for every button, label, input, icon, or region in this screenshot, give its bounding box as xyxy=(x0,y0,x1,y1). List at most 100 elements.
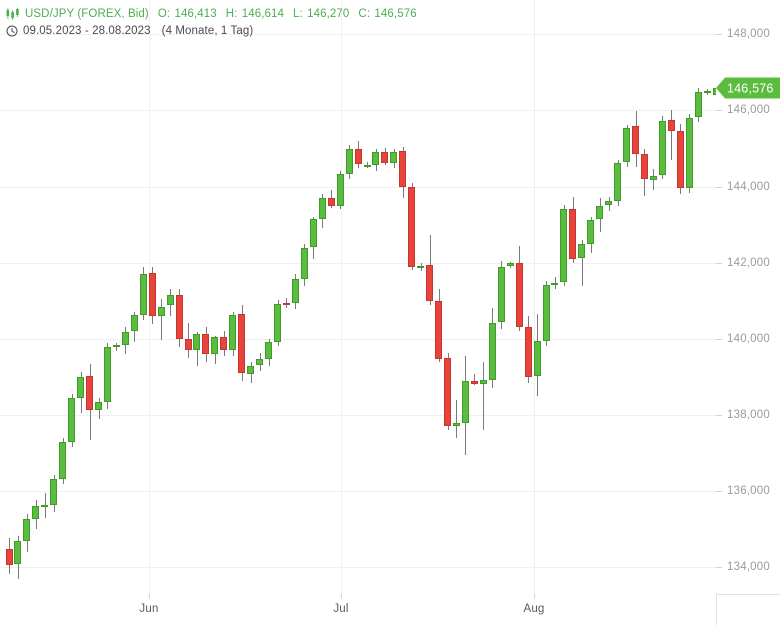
candle-body-up[interactable] xyxy=(480,380,487,384)
candle-body-down[interactable] xyxy=(632,126,639,155)
candle-body-down[interactable] xyxy=(176,294,183,339)
candle-body-down[interactable] xyxy=(408,186,415,267)
ohlc-open-value: 146,413 xyxy=(174,7,217,20)
candle-body-up[interactable] xyxy=(77,376,84,398)
chart-plot-area[interactable] xyxy=(0,0,716,594)
candle-body-up[interactable] xyxy=(310,218,317,248)
candle-body-up[interactable] xyxy=(95,401,102,411)
y-axis-label: 142,000 xyxy=(727,257,770,269)
candle-body-up[interactable] xyxy=(417,265,424,269)
candle-body-down[interactable] xyxy=(677,131,684,189)
current-price-badge[interactable]: 146,576 xyxy=(716,77,780,99)
candle-body-down[interactable] xyxy=(283,302,290,305)
candle-body-up[interactable] xyxy=(274,303,281,342)
candle-body-up[interactable] xyxy=(489,322,496,380)
candle-body-up[interactable] xyxy=(211,336,218,355)
candle-body-down[interactable] xyxy=(444,357,451,427)
candle-body-up[interactable] xyxy=(68,397,75,442)
candle-body-up[interactable] xyxy=(301,248,308,280)
candle-wick xyxy=(161,298,162,340)
candle-body-down[interactable] xyxy=(516,263,523,328)
x-axis-tick xyxy=(534,594,535,599)
candle-body-down[interactable] xyxy=(569,208,576,259)
candle-body-up[interactable] xyxy=(346,149,353,175)
candle-body-up[interactable] xyxy=(131,315,138,332)
candle-body-down[interactable] xyxy=(185,338,192,350)
candle-body-up[interactable] xyxy=(247,365,254,374)
candle-body-up[interactable] xyxy=(686,118,693,189)
candle-body-up[interactable] xyxy=(551,282,558,285)
candle-body-up[interactable] xyxy=(265,341,272,359)
candle-body-down[interactable] xyxy=(328,198,335,206)
y-axis-tick xyxy=(716,187,722,188)
candle-body-down[interactable] xyxy=(641,154,648,179)
candle-body-up[interactable] xyxy=(319,198,326,219)
candle-body-down[interactable] xyxy=(149,273,156,317)
candle-body-down[interactable] xyxy=(238,314,245,374)
candle-body-down[interactable] xyxy=(525,327,532,377)
candle-body-up[interactable] xyxy=(229,314,236,351)
candle-body-down[interactable] xyxy=(668,119,675,132)
candle-body-up[interactable] xyxy=(614,162,621,202)
candle-body-up[interactable] xyxy=(372,152,379,166)
candle-body-up[interactable] xyxy=(23,518,30,541)
candle-body-up[interactable] xyxy=(659,121,666,176)
candle-body-up[interactable] xyxy=(32,505,39,519)
x-axis-label: Jul xyxy=(333,603,349,615)
candle-body-up[interactable] xyxy=(578,243,585,259)
candle-body-up[interactable] xyxy=(507,263,514,266)
ohlc-low-value: 146,270 xyxy=(307,7,350,20)
candle-body-up[interactable] xyxy=(596,205,603,219)
candle-body-up[interactable] xyxy=(256,358,263,365)
candle-body-up[interactable] xyxy=(605,201,612,205)
ohlc-high-value: 146,614 xyxy=(241,7,285,20)
candle-body-up[interactable] xyxy=(14,540,21,565)
candle-body-up[interactable] xyxy=(390,151,397,163)
candle-body-up[interactable] xyxy=(713,88,716,95)
candle-body-up[interactable] xyxy=(104,347,111,402)
candle-body-up[interactable] xyxy=(462,380,469,423)
candle-body-up[interactable] xyxy=(543,284,550,341)
candle-body-up[interactable] xyxy=(623,127,630,162)
candle-body-up[interactable] xyxy=(453,422,460,427)
chart-header: USD/JPY (FOREX, Bid) O: 146,413 H: 146,6… xyxy=(0,0,780,40)
candle-body-up[interactable] xyxy=(50,479,57,505)
candle-body-down[interactable] xyxy=(471,380,478,384)
candle-body-up[interactable] xyxy=(364,165,371,168)
candle-wick xyxy=(367,162,368,169)
candle-body-up[interactable] xyxy=(337,174,344,206)
date-range-label: 09.05.2023 - 28.08.2023 xyxy=(23,24,151,37)
candle-body-up[interactable] xyxy=(498,266,505,322)
candle-body-down[interactable] xyxy=(220,336,227,351)
candle-body-up[interactable] xyxy=(695,92,702,118)
candle-body-up[interactable] xyxy=(140,274,147,316)
candle-body-up[interactable] xyxy=(113,345,120,348)
candle-body-down[interactable] xyxy=(86,376,93,411)
candle-body-up[interactable] xyxy=(41,504,48,507)
candle-body-up[interactable] xyxy=(650,175,657,180)
ohlc-low: L: 146,270 xyxy=(293,8,349,20)
candle-body-up[interactable] xyxy=(534,340,541,377)
candle-body-down[interactable] xyxy=(381,151,388,163)
candle-body-down[interactable] xyxy=(435,300,442,359)
y-axis[interactable]: 148,000 146,000 144,000 142,000 140,000 138,0… xyxy=(716,0,780,594)
ohlc-high: H: 146,614 xyxy=(226,8,284,20)
candle-body-down[interactable] xyxy=(6,549,13,566)
candlestick-icon xyxy=(6,7,19,20)
candle-body-up[interactable] xyxy=(158,306,165,317)
candle-body-up[interactable] xyxy=(122,332,129,345)
candle-body-up[interactable] xyxy=(167,294,174,306)
candle-body-down[interactable] xyxy=(399,151,406,187)
x-axis-label: Jun xyxy=(139,603,159,615)
candle-body-up[interactable] xyxy=(292,279,299,304)
candle-body-down[interactable] xyxy=(426,264,433,301)
candle-body-up[interactable] xyxy=(587,220,594,244)
candle-body-up[interactable] xyxy=(59,441,66,479)
candle-body-up[interactable] xyxy=(704,91,711,94)
x-axis[interactable]: Jun Jul Aug xyxy=(0,594,716,625)
y-axis-label: 146,000 xyxy=(727,104,770,116)
candle-body-down[interactable] xyxy=(202,333,209,355)
candle-body-down[interactable] xyxy=(355,148,362,165)
candle-body-up[interactable] xyxy=(560,209,567,282)
candle-body-up[interactable] xyxy=(193,333,200,351)
